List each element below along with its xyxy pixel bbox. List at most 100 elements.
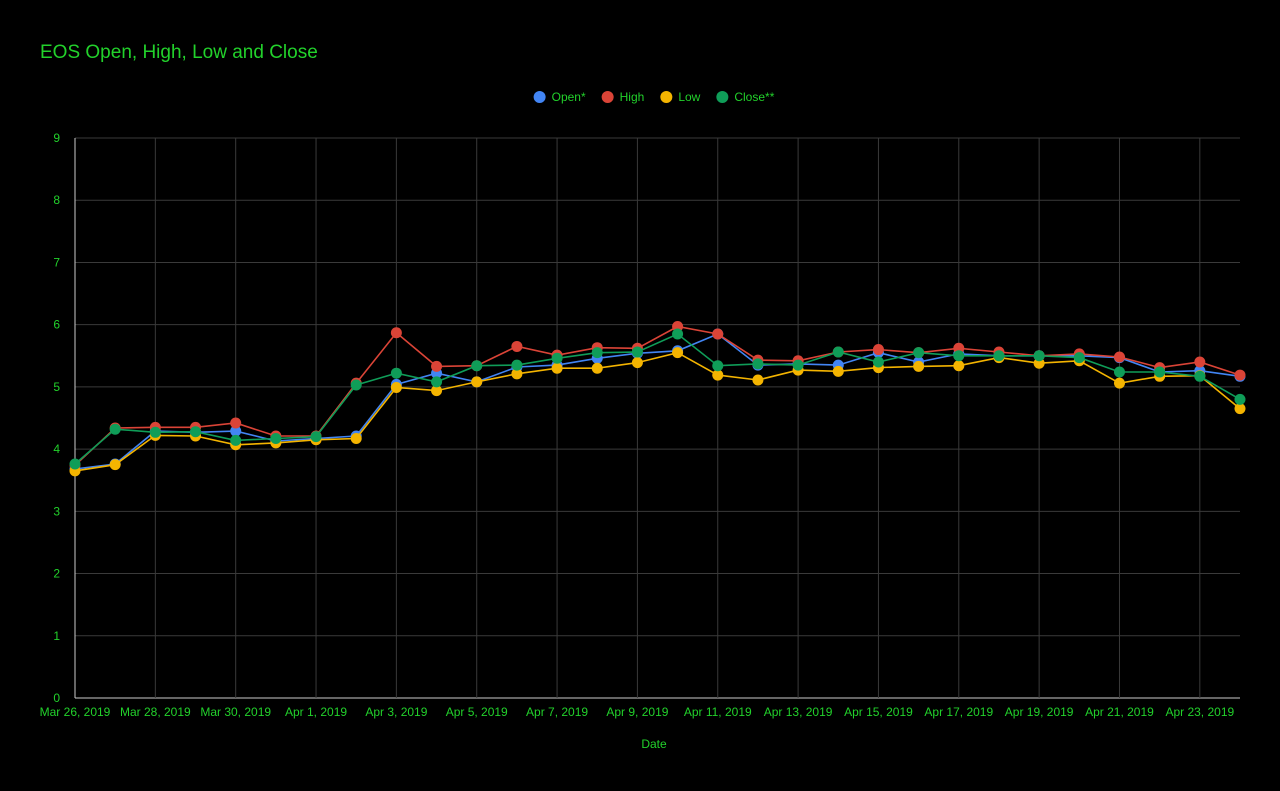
- data-point[interactable]: [1234, 393, 1246, 405]
- data-point[interactable]: [832, 365, 844, 377]
- data-point[interactable]: [872, 356, 884, 368]
- legend-marker: [660, 91, 673, 103]
- data-point[interactable]: [1113, 351, 1125, 363]
- legend-marker: [716, 91, 729, 103]
- data-point[interactable]: [149, 426, 161, 438]
- data-point[interactable]: [832, 346, 844, 358]
- data-point[interactable]: [672, 347, 684, 359]
- series-0: [69, 328, 1246, 475]
- x-tick-label: Apr 21, 2019: [1085, 705, 1154, 719]
- data-point[interactable]: [390, 367, 402, 379]
- data-point[interactable]: [350, 379, 362, 391]
- data-point[interactable]: [390, 327, 402, 339]
- series-3: [69, 328, 1246, 470]
- y-tick-label: 2: [53, 567, 60, 581]
- data-point[interactable]: [712, 328, 724, 340]
- legend-marker: [533, 91, 546, 103]
- data-point[interactable]: [913, 360, 925, 372]
- y-tick-label: 6: [53, 318, 60, 332]
- y-tick-label: 4: [53, 442, 60, 456]
- data-point[interactable]: [1234, 403, 1246, 415]
- data-point[interactable]: [431, 360, 443, 372]
- data-point[interactable]: [109, 423, 121, 435]
- data-point[interactable]: [511, 359, 523, 371]
- data-point[interactable]: [1194, 370, 1206, 382]
- x-tick-label: Mar 28, 2019: [120, 705, 191, 719]
- x-tick-label: Apr 23, 2019: [1165, 705, 1234, 719]
- x-tick-label: Mar 30, 2019: [200, 705, 271, 719]
- data-point[interactable]: [511, 368, 523, 380]
- data-point[interactable]: [471, 360, 483, 372]
- data-point[interactable]: [712, 360, 724, 372]
- x-tick-label: Mar 26, 2019: [40, 705, 111, 719]
- y-tick-label: 8: [53, 193, 60, 207]
- data-point[interactable]: [551, 362, 563, 374]
- data-point[interactable]: [1073, 352, 1085, 364]
- x-axis-title: Date: [641, 737, 667, 751]
- y-tick-label: 5: [53, 380, 60, 394]
- data-point[interactable]: [270, 433, 282, 445]
- x-tick-label: Apr 13, 2019: [764, 705, 833, 719]
- legend-label[interactable]: High: [620, 90, 645, 104]
- data-point[interactable]: [872, 344, 884, 356]
- data-point[interactable]: [109, 459, 121, 471]
- x-tick-label: Apr 7, 2019: [526, 705, 588, 719]
- data-point[interactable]: [230, 417, 242, 429]
- data-point[interactable]: [752, 374, 764, 386]
- data-point[interactable]: [471, 376, 483, 388]
- series-2: [69, 347, 1246, 477]
- x-tick-label: Apr 17, 2019: [924, 705, 993, 719]
- data-point[interactable]: [953, 360, 965, 372]
- data-point[interactable]: [752, 358, 764, 370]
- data-point[interactable]: [1154, 366, 1166, 378]
- x-tick-label: Apr 15, 2019: [844, 705, 913, 719]
- chart-gridlines: [74, 137, 1240, 699]
- chart-title: EOS Open, High, Low and Close: [40, 42, 318, 63]
- data-point[interactable]: [1234, 369, 1246, 381]
- x-axis-ticks: Mar 26, 2019 Mar 28, 2019 Mar 30, 2019 Apr …: [40, 705, 1235, 719]
- data-point[interactable]: [190, 426, 202, 438]
- series-line: [74, 333, 1241, 465]
- legend-label[interactable]: Close**: [734, 90, 774, 104]
- data-point[interactable]: [511, 340, 523, 352]
- y-axis-ticks: 0 1 2 3 4 5 6 7 8 9: [53, 131, 60, 705]
- data-point[interactable]: [672, 328, 684, 340]
- data-point[interactable]: [591, 362, 603, 374]
- x-tick-label: Apr 11, 2019: [684, 705, 752, 719]
- legend-label[interactable]: Low: [678, 90, 700, 104]
- series-line: [74, 351, 1241, 472]
- y-tick-label: 1: [53, 629, 60, 643]
- data-point[interactable]: [1194, 356, 1206, 368]
- data-point[interactable]: [310, 431, 322, 443]
- data-point[interactable]: [712, 369, 724, 381]
- data-point[interactable]: [390, 382, 402, 394]
- data-point[interactable]: [631, 346, 643, 358]
- y-tick-label: 3: [53, 504, 60, 518]
- data-point[interactable]: [350, 433, 362, 445]
- x-tick-label: Apr 9, 2019: [606, 705, 668, 719]
- x-tick-label: Apr 1, 2019: [285, 705, 347, 719]
- data-point[interactable]: [591, 347, 603, 359]
- data-point[interactable]: [1033, 350, 1045, 362]
- data-point[interactable]: [993, 350, 1005, 362]
- x-tick-label: Apr 19, 2019: [1005, 705, 1074, 719]
- x-tick-label: Apr 3, 2019: [365, 705, 427, 719]
- data-point[interactable]: [230, 425, 242, 437]
- y-tick-label: 0: [53, 691, 60, 705]
- data-point[interactable]: [631, 357, 643, 369]
- x-tick-label: Apr 5, 2019: [446, 705, 508, 719]
- data-point[interactable]: [431, 376, 443, 388]
- data-point[interactable]: [431, 385, 443, 397]
- data-point[interactable]: [792, 359, 804, 371]
- data-point[interactable]: [1113, 377, 1125, 389]
- chart-series: [69, 321, 1246, 477]
- legend-label[interactable]: Open*: [552, 90, 586, 104]
- data-point[interactable]: [953, 350, 965, 362]
- chart-legend: Open* High Low Close**: [533, 90, 775, 104]
- data-point[interactable]: [230, 434, 242, 446]
- data-point[interactable]: [551, 352, 563, 364]
- data-point[interactable]: [1113, 366, 1125, 378]
- data-point[interactable]: [69, 458, 81, 470]
- y-tick-label: 7: [53, 255, 60, 269]
- data-point[interactable]: [913, 347, 925, 359]
